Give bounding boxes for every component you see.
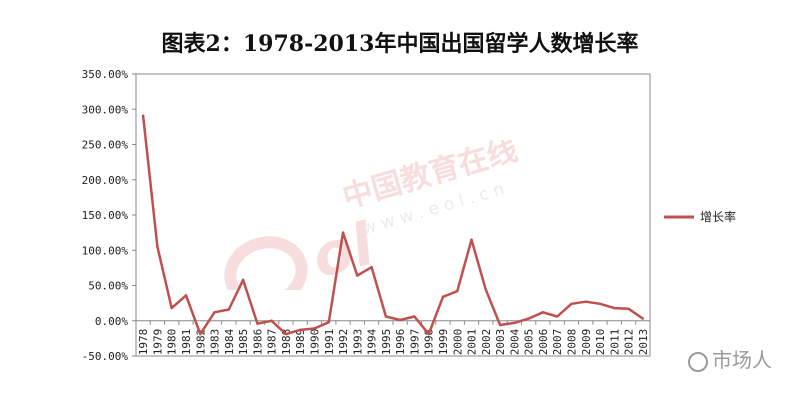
data-point (584, 300, 587, 303)
y-tick-label: 0.00% (95, 315, 128, 328)
x-tick-label: 1981 (180, 329, 193, 356)
data-point (398, 318, 402, 322)
x-tick-label: 2001 (466, 329, 479, 356)
data-point (498, 323, 502, 327)
data-point (270, 319, 273, 322)
x-tick-label: 2002 (480, 329, 493, 356)
data-point (641, 317, 645, 320)
y-tick-label: 200.00% (82, 174, 129, 187)
x-tick-label: 1979 (151, 329, 164, 356)
x-tick-label: 1987 (266, 329, 279, 356)
data-point (427, 332, 430, 336)
series-layer (141, 114, 645, 336)
data-point (241, 278, 245, 282)
x-tick-label: 1984 (223, 328, 236, 355)
x-tick-label: 1991 (323, 329, 336, 356)
x-tick-label: 1990 (308, 329, 321, 356)
x-tick-label: 2006 (537, 329, 550, 356)
data-point (199, 332, 202, 336)
data-point (570, 302, 573, 306)
wechat-icon (688, 351, 708, 372)
data-point (456, 289, 459, 293)
data-point (156, 245, 159, 248)
x-tick-label: 2004 (508, 328, 521, 355)
x-tick-label: 1980 (166, 329, 179, 356)
data-point (313, 327, 316, 330)
data-point (298, 328, 302, 332)
x-tick-label: 1989 (294, 329, 307, 356)
x-tick-label: 1996 (394, 329, 407, 356)
x-tick-label: 1992 (337, 329, 350, 356)
x-tick-label: 1999 (437, 329, 450, 356)
x-tick-label: 1995 (380, 329, 393, 356)
y-tick-label: 250.00% (82, 139, 129, 152)
eol-watermark-logo: ol 中国教育在线 w w w . e o l . c n (224, 140, 521, 290)
data-point (484, 288, 488, 291)
x-tick-label: 2013 (637, 329, 650, 356)
wechat-account-watermark: 市场人 (688, 344, 772, 373)
chart-title: 图表2：1978-2013年中国出国留学人数增长率 (161, 31, 639, 57)
y-tick-label: 300.00% (82, 103, 129, 116)
x-tick-label: 2009 (580, 329, 593, 356)
data-point (384, 315, 388, 318)
data-point (627, 307, 630, 310)
x-tick-label: 2005 (523, 329, 536, 356)
data-point (256, 322, 259, 325)
x-tick-label: 2008 (565, 329, 578, 356)
data-point (370, 265, 373, 269)
y-tick-label: -50.00% (82, 350, 129, 363)
data-point (613, 306, 616, 310)
data-point (141, 114, 145, 117)
data-point (170, 306, 173, 310)
data-point (341, 231, 345, 234)
legend-label: 增长率 (700, 209, 736, 224)
y-tick-label: 150.00% (82, 209, 129, 222)
data-point (227, 308, 231, 311)
x-tick-label: 1994 (366, 328, 379, 355)
data-point (541, 311, 545, 314)
x-tick-label: 1998 (423, 329, 436, 356)
data-point (413, 315, 416, 318)
data-point (527, 317, 530, 320)
data-point (284, 332, 288, 336)
data-point (327, 320, 330, 324)
x-tick-label: 1997 (408, 329, 421, 356)
x-tick-label: 1988 (280, 329, 293, 356)
x-tick-label: 2012 (623, 329, 636, 356)
x-tick-label: 2007 (551, 329, 564, 356)
chart-axes: -50.00% 0.00% 50.00% 100.00% 150.00% 200.00% 2… (82, 68, 651, 363)
data-point (555, 315, 559, 318)
legend: 增长率 (664, 209, 736, 224)
y-tick-label: 350.00% (82, 68, 129, 81)
x-tick-label: 1982 (194, 329, 207, 356)
y-tick-label: 100.00% (82, 244, 129, 257)
data-point (470, 238, 473, 241)
x-tick-label: 2000 (451, 329, 464, 356)
data-point (598, 302, 602, 306)
data-point (441, 295, 445, 298)
x-tick-label: 1993 (351, 329, 364, 356)
x-tick-label: 2010 (594, 329, 607, 356)
y-tick-label: 50.00% (88, 280, 128, 293)
data-point (213, 311, 216, 314)
x-tick-label: 2003 (494, 329, 507, 356)
data-point (513, 321, 516, 325)
data-point (184, 294, 188, 297)
x-tick-label: 2011 (608, 329, 621, 356)
series-line (141, 115, 644, 336)
x-tick-label: 1978 (137, 329, 150, 356)
data-point (356, 274, 359, 277)
watermark-account-text: 市场人 (712, 348, 772, 372)
x-tick-label: 1985 (237, 329, 250, 356)
x-tick-label: 1986 (251, 329, 264, 356)
x-tick-label: 1983 (209, 329, 222, 356)
